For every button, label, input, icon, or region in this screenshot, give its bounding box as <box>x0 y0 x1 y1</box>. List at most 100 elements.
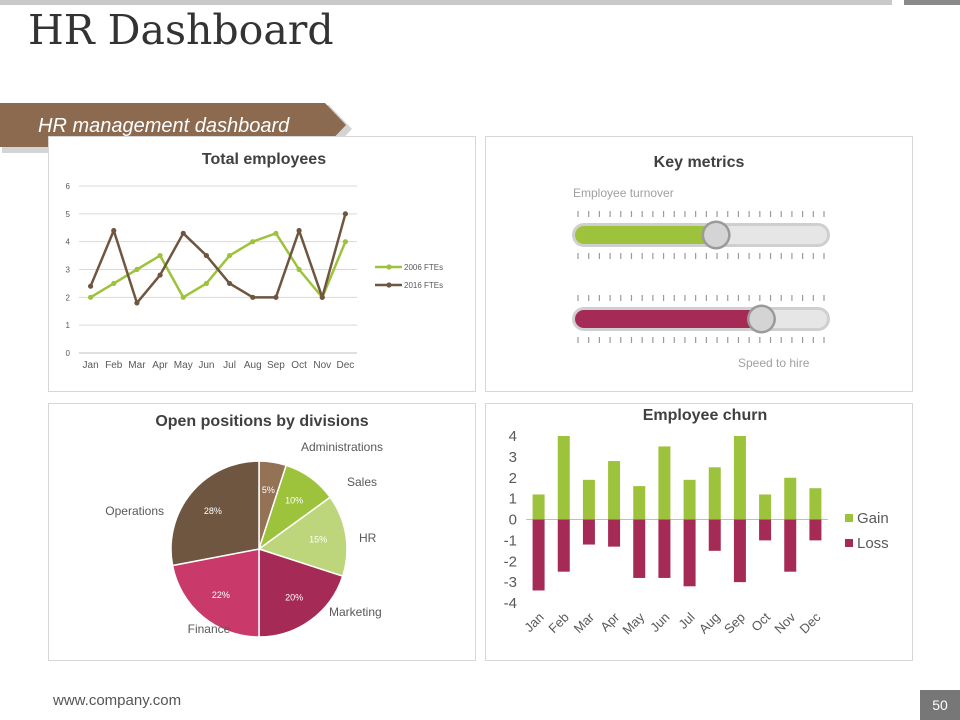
key-metrics-title: Key metrics <box>653 154 745 171</box>
data-point <box>250 239 256 245</box>
pie-slice <box>258 547 344 638</box>
loss-bar <box>557 519 570 572</box>
x-tick-label: Jul <box>675 609 697 631</box>
x-tick-label: Jun <box>198 360 214 371</box>
legend-swatch <box>845 539 853 547</box>
data-point <box>342 239 349 245</box>
data-point <box>87 294 94 300</box>
data-point <box>157 252 163 259</box>
loss-bar <box>683 519 696 587</box>
slice-name-label: Finance <box>188 622 231 636</box>
pie-slice <box>257 496 348 578</box>
y-tick-label: 1 <box>509 491 517 508</box>
x-tick-label: Apr <box>152 360 168 371</box>
slice-percent-label: 22% <box>212 590 230 600</box>
series-line-2 <box>89 213 347 305</box>
data-point <box>157 272 163 278</box>
x-tick-label: Mar <box>571 609 598 636</box>
gain-bar <box>784 477 797 520</box>
series-line-1 <box>89 232 347 299</box>
x-tick-label: Apr <box>597 609 622 634</box>
y-tick-label: 2 <box>509 470 517 487</box>
y-tick-label: 4 <box>509 428 517 445</box>
employee-churn-title: Employee churn <box>642 407 768 424</box>
key-metrics-panel: Key metrics Employee turnover Speed to h… <box>485 136 913 392</box>
x-tick-label: Sep <box>721 610 748 637</box>
slice-name-label: Operations <box>105 504 164 518</box>
gain-bar <box>633 486 646 520</box>
slice-percent-label: 28% <box>204 506 222 516</box>
y-tick-label: 3 <box>509 449 517 466</box>
data-point <box>296 266 302 273</box>
data-point <box>296 227 302 234</box>
x-tick-label: May <box>619 609 647 637</box>
open-positions-chart: 5% Administrations 10% Sales 15% HR 20% Marketi… <box>105 440 383 638</box>
gain-bar <box>532 494 545 520</box>
x-tick-label: Oct <box>748 609 773 634</box>
y-tick-label: 2 <box>66 293 71 302</box>
y-tick-label: -4 <box>504 595 517 612</box>
gauge-fill <box>575 226 717 244</box>
slice-percent-label: 15% <box>309 535 327 545</box>
slice-percent-label: 10% <box>285 496 303 506</box>
page-title: HR Dashboard <box>28 6 334 54</box>
gain-bar <box>582 479 595 520</box>
loss-bar <box>633 519 646 578</box>
speed-to-hire-label: Speed to hire <box>738 356 810 370</box>
legend-swatch <box>845 514 853 522</box>
data-point <box>203 252 210 259</box>
x-tick-label: Oct <box>291 360 307 371</box>
y-tick-label: 5 <box>66 210 71 219</box>
pie-slice <box>170 460 260 567</box>
gain-bar <box>759 494 772 520</box>
data-point <box>203 280 210 287</box>
gain-bar <box>658 446 671 520</box>
total-employees-panel: Total employees 0 1 2 3 4 5 6 Jan Feb Mar Apr May Ju… <box>48 136 476 392</box>
loss-bar <box>759 519 772 541</box>
data-point <box>226 252 233 259</box>
data-point <box>111 280 117 287</box>
pie-slice <box>171 548 260 638</box>
loss-bar <box>809 519 822 541</box>
y-tick-label: 0 <box>66 349 71 358</box>
loss-bar <box>733 519 746 583</box>
loss-bar <box>582 519 595 545</box>
total-employees-title: Total employees <box>201 151 327 168</box>
gain-bar <box>733 436 746 520</box>
data-point <box>273 294 279 300</box>
x-tick-label: Dec <box>797 609 824 636</box>
x-tick-label: Jan <box>521 610 546 635</box>
gauge-knob <box>704 223 729 247</box>
y-tick-label: 1 <box>66 321 71 330</box>
data-point <box>180 230 186 236</box>
gauge-knob <box>749 307 774 331</box>
slice-percent-label: 20% <box>285 592 303 602</box>
gain-bar <box>708 467 721 520</box>
x-tick-label: Jun <box>647 610 672 635</box>
y-tick-label: -1 <box>504 532 517 549</box>
footer-url[interactable]: www.company.com <box>53 692 182 709</box>
data-point <box>250 294 256 300</box>
banner-label: HR management dashboard <box>38 115 290 137</box>
legend-label: 2016 FTEs <box>404 281 443 290</box>
y-tick-label: 0 <box>509 512 517 529</box>
legend-marker <box>386 264 392 270</box>
data-point <box>180 294 186 300</box>
legend-label: Gain <box>857 510 889 527</box>
data-point <box>319 294 325 300</box>
loss-bar <box>658 519 671 578</box>
loss-bar <box>784 519 797 572</box>
open-positions-title: Open positions by divisions <box>155 413 369 430</box>
slice-name-label: Marketing <box>329 605 382 619</box>
employee-turnover-label: Employee turnover <box>573 186 674 200</box>
page-number: 50 <box>920 690 960 720</box>
loss-bar <box>532 519 545 591</box>
x-tick-label: Sep <box>267 360 285 371</box>
data-point <box>273 230 279 236</box>
gain-bar <box>683 479 696 520</box>
loss-bar <box>708 519 721 551</box>
slice-name-label: Administrations <box>301 440 383 454</box>
slice-percent-label: 5% <box>262 485 275 495</box>
key-metrics-gauges <box>572 211 830 343</box>
